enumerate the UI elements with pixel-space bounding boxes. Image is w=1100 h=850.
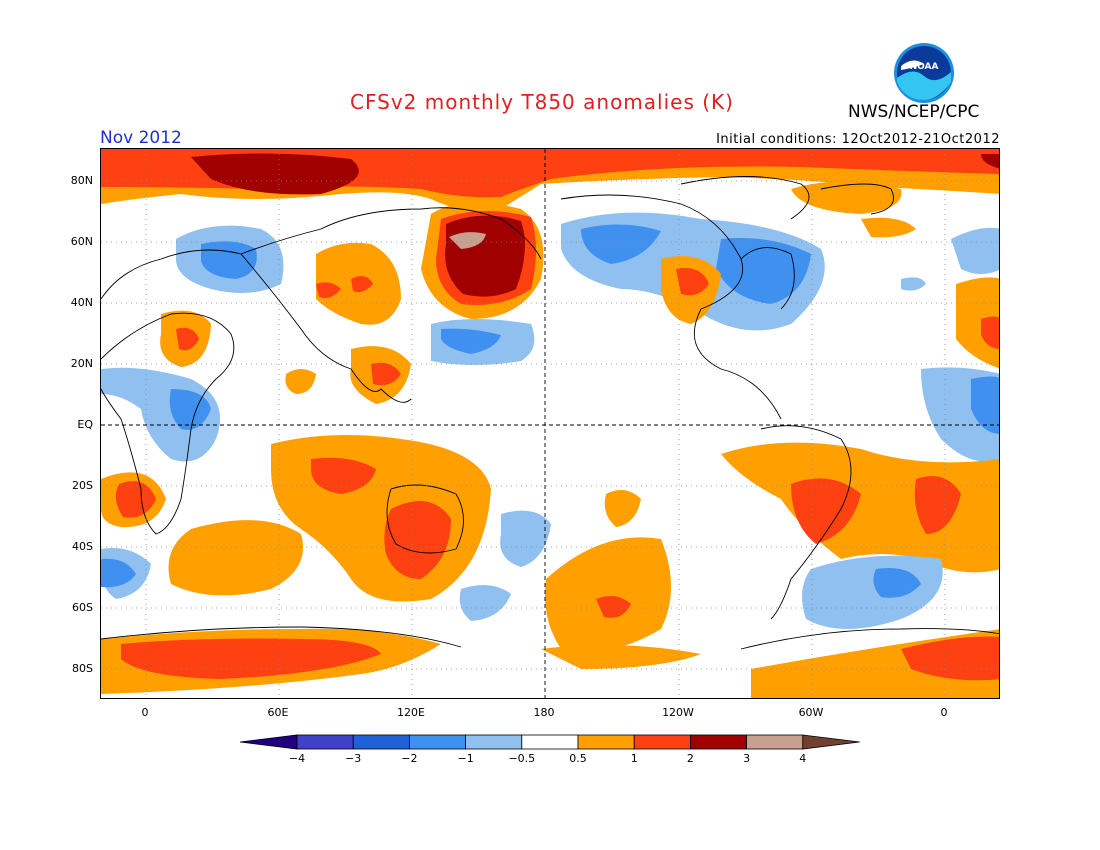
map-title: CFSv2 monthly T850 anomalies (K) (350, 90, 734, 114)
colorbar (239, 733, 860, 757)
africa-arabia (101, 310, 221, 462)
siberia-warm-anomaly (421, 202, 544, 319)
antarctic-band (101, 628, 999, 698)
east-atlantic (901, 227, 999, 462)
south-asia-warm (285, 346, 411, 404)
colorbar-tick-label: 1 (630, 752, 638, 765)
lat-label-80n: 80N (70, 174, 93, 187)
lon-label-180: 180 (533, 706, 555, 719)
reference-lines (101, 149, 999, 698)
south-pacific (459, 490, 671, 652)
coastlines (101, 176, 999, 650)
initial-conditions: Initial conditions: 12Oct2012-21Oct2012 (716, 132, 1000, 147)
lon-label-60w: 60W (798, 706, 824, 719)
lat-label-40s: 40S (72, 540, 93, 553)
lat-label-20n: 20N (70, 357, 93, 370)
lat-label-40n: 40N (70, 296, 93, 309)
colorbar-tick-label: −1 (457, 752, 474, 765)
colorbar-tick-label: −4 (288, 752, 306, 765)
lon-label-0-left: 0 (141, 706, 149, 719)
colorbar-tick-label: 3 (743, 752, 751, 765)
colorbar-swatch (577, 734, 635, 750)
colorbar-swatch (352, 734, 410, 750)
lat-label-eq: EQ (77, 418, 93, 431)
lon-label-120e: 120E (397, 706, 425, 719)
forecast-month: Nov 2012 (100, 128, 182, 148)
indian-ocean-australia-warm (101, 435, 491, 602)
north-america (561, 181, 916, 331)
colorbar-swatch (521, 734, 579, 750)
east-asia-cold (431, 319, 535, 365)
colorbar-swatch (689, 734, 747, 750)
map-grid (101, 149, 999, 698)
lat-label-80s: 80S (72, 662, 93, 675)
colorbar-tick-label: −2 (401, 752, 418, 765)
colorbar-tick-label: −3 (345, 752, 362, 765)
lat-label-60n: 60N (70, 235, 93, 248)
colorbar-high-arrow (802, 734, 860, 750)
colorbar-swatch (296, 734, 354, 750)
colorbar-swatch (465, 734, 523, 750)
lat-label-20s: 20S (72, 479, 93, 492)
colorbar-tick-label: 4 (799, 752, 807, 765)
colorbar-tick-label: 2 (686, 752, 694, 765)
lat-label-60s: 60S (72, 601, 93, 614)
south-america (101, 442, 999, 629)
lon-label-0-right: 0 (940, 706, 948, 719)
europe-cold (176, 225, 284, 293)
colorbar-swatch (746, 734, 804, 750)
central-asia-warm (316, 242, 401, 325)
noaa-logo: NOAA (893, 42, 955, 104)
lon-label-60e: 60E (267, 706, 289, 719)
colorbar-swatch (408, 734, 466, 750)
colorbar-tick-label: −0.5 (508, 752, 536, 765)
colorbar-low-arrow (239, 734, 298, 750)
arctic-band (101, 149, 999, 211)
lon-label-120w: 120W (662, 706, 694, 719)
colorbar-tick-label: 0.5 (569, 752, 587, 765)
svg-text:NOAA: NOAA (910, 62, 939, 72)
colorbar-swatch (633, 734, 691, 750)
organization-label: NWS/NCEP/CPC (848, 102, 980, 122)
anomaly-map (100, 148, 1000, 699)
